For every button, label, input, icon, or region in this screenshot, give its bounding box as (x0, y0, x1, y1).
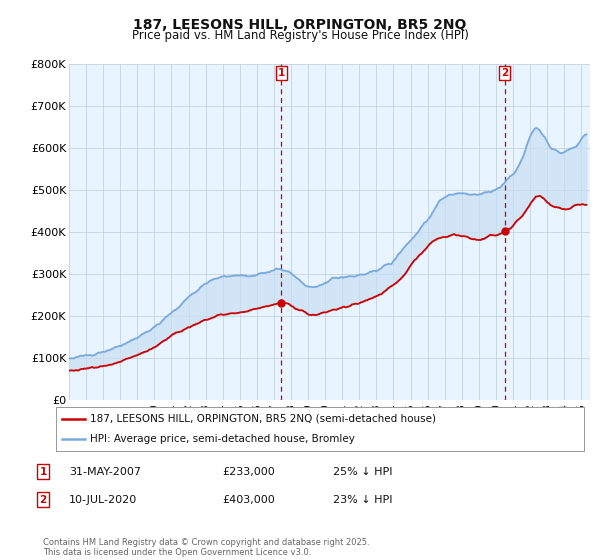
Text: 23% ↓ HPI: 23% ↓ HPI (333, 494, 392, 505)
Text: £403,000: £403,000 (222, 494, 275, 505)
Text: 1: 1 (40, 466, 47, 477)
Text: 25% ↓ HPI: 25% ↓ HPI (333, 466, 392, 477)
Text: 10-JUL-2020: 10-JUL-2020 (69, 494, 137, 505)
Text: £233,000: £233,000 (222, 466, 275, 477)
Text: 31-MAY-2007: 31-MAY-2007 (69, 466, 141, 477)
Text: Price paid vs. HM Land Registry's House Price Index (HPI): Price paid vs. HM Land Registry's House … (131, 29, 469, 42)
Text: 2: 2 (502, 68, 509, 78)
Text: 2: 2 (40, 494, 47, 505)
Text: 187, LEESONS HILL, ORPINGTON, BR5 2NQ (semi-detached house): 187, LEESONS HILL, ORPINGTON, BR5 2NQ (s… (90, 414, 436, 424)
Text: Contains HM Land Registry data © Crown copyright and database right 2025.
This d: Contains HM Land Registry data © Crown c… (43, 538, 370, 557)
Text: 187, LEESONS HILL, ORPINGTON, BR5 2NQ: 187, LEESONS HILL, ORPINGTON, BR5 2NQ (133, 18, 467, 32)
Text: HPI: Average price, semi-detached house, Bromley: HPI: Average price, semi-detached house,… (90, 434, 355, 444)
Text: 1: 1 (277, 68, 285, 78)
